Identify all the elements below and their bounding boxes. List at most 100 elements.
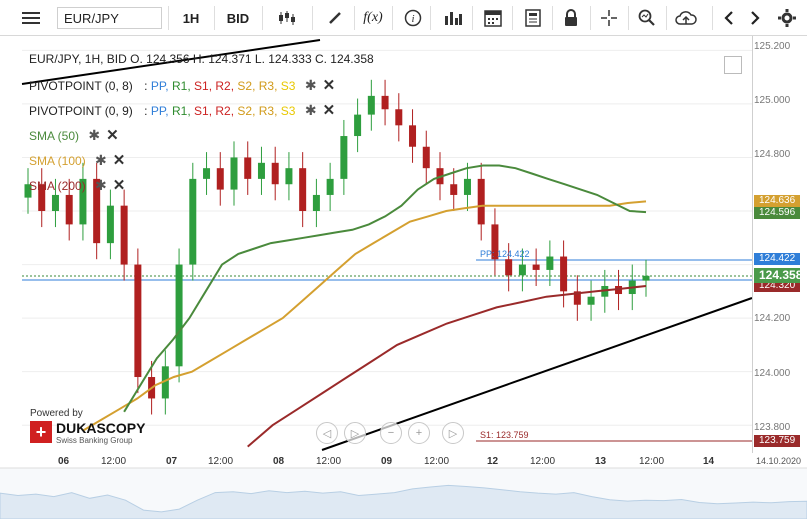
candle[interactable]	[491, 224, 499, 260]
candle[interactable]	[395, 109, 403, 126]
candle[interactable]	[230, 157, 238, 190]
candle[interactable]	[312, 194, 320, 212]
upper-trendline[interactable]	[21, 39, 321, 85]
gear-icon[interactable]: ✱	[95, 177, 107, 193]
candle[interactable]	[189, 178, 197, 265]
timeframe-button[interactable]: 1H	[182, 10, 200, 26]
candle[interactable]	[257, 162, 265, 179]
info-icon[interactable]: i	[400, 5, 426, 31]
close-icon[interactable]: ✕	[322, 77, 336, 94]
pivot-s2-item: S2,	[237, 79, 256, 93]
indicator-fx-icon[interactable]: f(x)	[363, 10, 383, 25]
pivot-s2-item: S2,	[237, 104, 256, 118]
candle[interactable]	[326, 178, 334, 195]
zoom-icon[interactable]	[634, 5, 660, 31]
dukascopy-sub: Swiss Banking Group	[56, 436, 133, 445]
powered-by-label: Powered by	[30, 408, 83, 419]
price-tick: 125.000	[754, 95, 791, 106]
candle-series	[24, 79, 650, 415]
prev-arrow-icon[interactable]	[718, 5, 740, 31]
candle[interactable]	[367, 95, 375, 115]
candle[interactable]	[271, 162, 279, 185]
price-tick: 124.000	[754, 368, 791, 379]
candle[interactable]	[120, 205, 128, 265]
scroll-right-icon[interactable]: ▷	[344, 422, 366, 444]
pivot-s3-item: S3	[280, 79, 296, 93]
candle[interactable]	[244, 157, 252, 179]
candle[interactable]	[93, 178, 101, 244]
crosshair-icon[interactable]	[596, 5, 622, 31]
sma100-legend: SMA (100) ✱ ✕	[29, 151, 125, 169]
candle[interactable]	[409, 125, 417, 147]
candle[interactable]	[134, 264, 142, 378]
candle[interactable]	[505, 259, 513, 276]
candle-type-icon[interactable]	[270, 5, 304, 31]
candle[interactable]	[161, 366, 169, 399]
candle[interactable]	[79, 178, 87, 225]
candle[interactable]	[463, 178, 471, 195]
zoom-in-icon[interactable]: +	[408, 422, 430, 444]
date-label: 14.10.2020	[756, 456, 802, 466]
candle[interactable]	[175, 264, 183, 367]
sma50-tag: 124.596	[754, 207, 800, 219]
candle[interactable]	[65, 194, 73, 225]
calendar-icon[interactable]	[480, 5, 506, 31]
candle[interactable]	[642, 275, 650, 281]
next-arrow-icon[interactable]	[744, 5, 766, 31]
candle[interactable]	[340, 136, 348, 179]
pivot-legend-1: PIVOTPOINT (0, 8) : PP, R1, S1, R2, S2, …	[29, 77, 336, 94]
gear-icon[interactable]: ✱	[304, 77, 317, 93]
time-tick: 12	[487, 456, 499, 467]
pivot-legend-title: PIVOTPOINT (0, 8)	[29, 79, 133, 93]
candle[interactable]	[285, 168, 293, 185]
candle[interactable]	[450, 184, 458, 195]
volume-bars-icon[interactable]	[440, 5, 466, 31]
draw-pencil-icon[interactable]	[318, 5, 352, 31]
sma200-line	[247, 285, 647, 448]
candle[interactable]	[106, 205, 114, 244]
candle[interactable]	[422, 146, 430, 169]
candle[interactable]	[615, 285, 623, 295]
lock-icon[interactable]	[558, 5, 584, 31]
candle[interactable]	[518, 264, 526, 276]
candle[interactable]	[546, 256, 554, 270]
chart-toolbar: EUR/JPY 1H BID f(x) i	[0, 0, 807, 36]
candle[interactable]	[203, 168, 211, 179]
close-icon[interactable]: ✕	[322, 102, 336, 119]
zoom-out-icon[interactable]: −	[380, 422, 402, 444]
price-axis[interactable]	[752, 36, 807, 453]
candle[interactable]	[573, 291, 581, 305]
close-icon[interactable]: ✕	[112, 152, 126, 169]
scroll-left-icon[interactable]: ◁	[316, 422, 338, 444]
candle[interactable]	[560, 256, 568, 292]
candle[interactable]	[24, 184, 32, 198]
candle[interactable]	[38, 184, 46, 212]
gear-icon[interactable]: ✱	[304, 102, 317, 118]
menu-icon[interactable]	[20, 5, 42, 31]
pivot-r3-item: R3,	[258, 79, 278, 93]
candle[interactable]	[216, 168, 224, 190]
candle[interactable]	[532, 264, 540, 270]
close-icon[interactable]: ✕	[112, 177, 126, 194]
gear-icon[interactable]: ✱	[88, 127, 101, 143]
pivot-s3-item: S3	[280, 104, 296, 118]
dukascopy-brand: DUKASCOPY	[56, 420, 146, 436]
cloud-upload-icon[interactable]	[672, 5, 700, 31]
candle[interactable]	[587, 296, 595, 305]
candle[interactable]	[354, 114, 362, 137]
candle[interactable]	[51, 194, 59, 212]
candle[interactable]	[477, 178, 485, 225]
price-side-button[interactable]: BID	[226, 10, 250, 26]
sma50-legend: SMA (50) ✱ ✕	[29, 126, 119, 144]
candle[interactable]	[381, 95, 389, 110]
candle[interactable]	[299, 168, 307, 212]
news-icon[interactable]	[520, 5, 546, 31]
sma100-line	[82, 200, 647, 432]
scroll-end-icon[interactable]: ▷	[442, 422, 464, 444]
popout-icon[interactable]	[724, 56, 742, 74]
close-icon[interactable]: ✕	[106, 127, 119, 144]
gear-icon[interactable]: ✱	[95, 152, 107, 168]
symbol-select[interactable]: EUR/JPY	[57, 7, 162, 29]
settings-icon[interactable]	[774, 5, 800, 31]
